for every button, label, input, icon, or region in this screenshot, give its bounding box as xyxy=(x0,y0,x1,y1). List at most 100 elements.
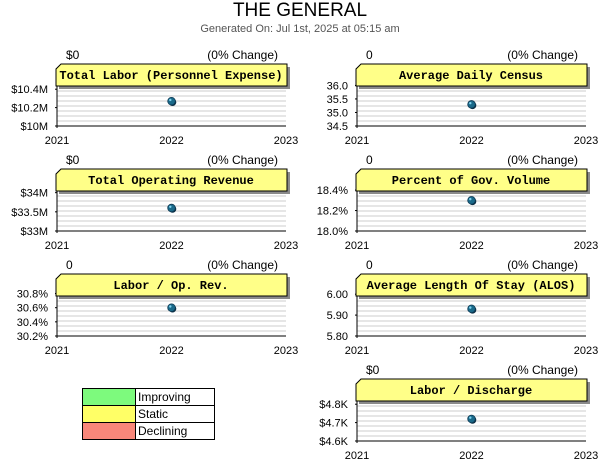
y-tick-label: 18.0% xyxy=(317,226,348,238)
y-tick-label: 5.90 xyxy=(327,310,348,322)
chart-panel-labor-discharge: $0 (0% Change) $4.6K $4.7K $4.8K 2021 2022 2023… xyxy=(300,360,600,465)
y-tick-label: $33.5M xyxy=(11,207,48,219)
chart-svg: $0 (0% Change) $4.6K $4.7K $4.8K 2021 2022 2023… xyxy=(319,363,598,462)
chart-panel-alos: 0 (0% Change) 5.80 5.90 6.00 2021 2022 2023 Aver… xyxy=(300,255,600,360)
chart-svg: 0 (0% Change) 5.80 5.90 6.00 2021 2022 2023 Aver… xyxy=(327,258,599,357)
chart-title: Total Operating Revenue xyxy=(88,174,254,188)
change-label: (0% Change) xyxy=(507,48,578,62)
y-tick-label: $33M xyxy=(20,226,48,238)
y-tick-label: $10.2M xyxy=(11,103,48,115)
y-tick-label: 18.2% xyxy=(317,206,348,218)
data-point-highlight xyxy=(469,101,472,105)
data-point xyxy=(167,303,176,312)
change-label: (0% Change) xyxy=(207,258,278,272)
chart-title: Average Daily Census xyxy=(399,69,543,83)
chart-title: Percent of Gov. Volume xyxy=(392,174,550,188)
legend-row-declining: Declining xyxy=(82,422,215,440)
header-banner xyxy=(55,168,288,192)
data-point xyxy=(467,304,476,314)
x-tick-label: 2022 xyxy=(459,450,483,462)
y-tick-label: 6.00 xyxy=(327,289,348,301)
data-point xyxy=(167,96,176,106)
data-point xyxy=(467,414,476,424)
chart-svg: $0 (0% Change) $33M $33.5M $34M 2021 2022 2023 T… xyxy=(11,153,298,252)
x-tick-label: 2023 xyxy=(274,135,298,147)
x-tick-label: 2023 xyxy=(274,345,298,357)
legend-swatch-improving xyxy=(82,388,136,406)
header-banner xyxy=(55,273,288,297)
y-tick-label: $4.7K xyxy=(319,418,348,430)
legend-label-improving: Improving xyxy=(135,388,215,406)
x-tick-label: 2021 xyxy=(345,135,369,147)
legend-label-declining: Declining xyxy=(135,422,215,440)
chart-panel-total-labor: $0 (0% Change) $10M $10.2M $10.4M 2021 2022 202… xyxy=(0,45,300,150)
y-tick-label: $4.6K xyxy=(319,436,348,448)
y-tick-label: 30.8% xyxy=(17,289,48,301)
x-tick-label: 2021 xyxy=(45,135,69,147)
header-banner xyxy=(355,378,588,402)
chart-title: Average Length Of Stay (ALOS) xyxy=(367,279,576,293)
change-value: $0 xyxy=(66,153,80,167)
y-tick-label: 36.0 xyxy=(327,80,348,92)
change-label: (0% Change) xyxy=(207,153,278,167)
change-value: 0 xyxy=(66,258,73,272)
x-tick-label: 2023 xyxy=(574,135,598,147)
x-tick-label: 2023 xyxy=(274,240,298,252)
header-banner xyxy=(355,168,588,192)
change-value: 0 xyxy=(366,48,373,62)
data-point xyxy=(167,203,176,213)
data-point-highlight xyxy=(469,306,472,309)
legend-row-static: Static xyxy=(82,405,215,423)
chart-panel-total-operating-revenue: $0 (0% Change) $33M $33.5M $34M 2021 2022 2023 T… xyxy=(0,150,300,255)
chart-panel-average-daily-census: 0 (0% Change) 34.5 35.0 35.5 36.0 2021 2022 2023… xyxy=(300,45,600,150)
x-tick-label: 2021 xyxy=(345,450,369,462)
change-value: $0 xyxy=(366,363,380,377)
x-tick-label: 2022 xyxy=(159,345,183,357)
x-tick-label: 2022 xyxy=(159,135,183,147)
chart-svg: 0 (0% Change) 18.0% 18.2% 18.4% 2021 2022 2023 P… xyxy=(317,153,598,252)
x-tick-label: 2022 xyxy=(459,135,483,147)
header-banner xyxy=(55,63,288,87)
data-point xyxy=(467,196,476,205)
x-tick-label: 2021 xyxy=(45,345,69,357)
x-tick-label: 2023 xyxy=(574,240,598,252)
data-point-highlight xyxy=(169,305,172,308)
legend-swatch-static xyxy=(82,405,136,423)
y-tick-label: $10.4M xyxy=(11,84,48,96)
x-tick-label: 2022 xyxy=(459,240,483,252)
data-point-highlight xyxy=(469,197,472,201)
header-banner xyxy=(355,63,588,87)
change-label: (0% Change) xyxy=(507,153,578,167)
x-tick-label: 2021 xyxy=(45,240,69,252)
x-tick-label: 2021 xyxy=(345,345,369,357)
x-tick-label: 2023 xyxy=(574,345,598,357)
x-tick-label: 2021 xyxy=(345,240,369,252)
chart-svg: 0 (0% Change) 30.2% 30.4% 30.6% 30.8% 2021 2022… xyxy=(17,258,298,357)
chart-svg: 0 (0% Change) 34.5 35.035.5 36.0 2021 2022 2023… xyxy=(327,48,599,147)
y-tick-label: 30.4% xyxy=(17,317,48,329)
change-value: $0 xyxy=(66,48,80,62)
y-tick-label: 30.2% xyxy=(17,331,48,343)
chart-title: Labor / Discharge xyxy=(410,384,532,398)
data-point-highlight xyxy=(469,416,472,419)
chart-title: Total Labor (Personnel Expense) xyxy=(59,69,282,83)
y-tick-label: 18.4% xyxy=(317,185,348,197)
y-tick-label: 34.5 xyxy=(327,121,348,133)
page-title: THE GENERAL xyxy=(232,0,368,21)
data-point-highlight xyxy=(169,205,172,208)
legend-row-improving: Improving xyxy=(82,388,215,406)
x-tick-label: 2022 xyxy=(159,240,183,252)
change-label: (0% Change) xyxy=(507,363,578,377)
y-tick-label: 5.80 xyxy=(327,331,348,343)
data-point-highlight xyxy=(169,98,172,102)
change-value: 0 xyxy=(366,153,373,167)
chart-panel-percent-gov-volume: 0 (0% Change) 18.0% 18.2% 18.4% 2021 2022 2023 P… xyxy=(300,150,600,255)
legend-label-static: Static xyxy=(135,405,215,423)
y-tick-label: $4.8K xyxy=(319,399,348,411)
legend-swatch-declining xyxy=(82,422,136,440)
x-tick-label: 2023 xyxy=(574,450,598,462)
change-label: (0% Change) xyxy=(507,258,578,272)
data-point xyxy=(467,100,476,109)
chart-panel-labor-op-rev: 0 (0% Change) 30.2% 30.4% 30.6% 30.8% 2021 2022… xyxy=(0,255,300,360)
x-tick-label: 2022 xyxy=(459,345,483,357)
